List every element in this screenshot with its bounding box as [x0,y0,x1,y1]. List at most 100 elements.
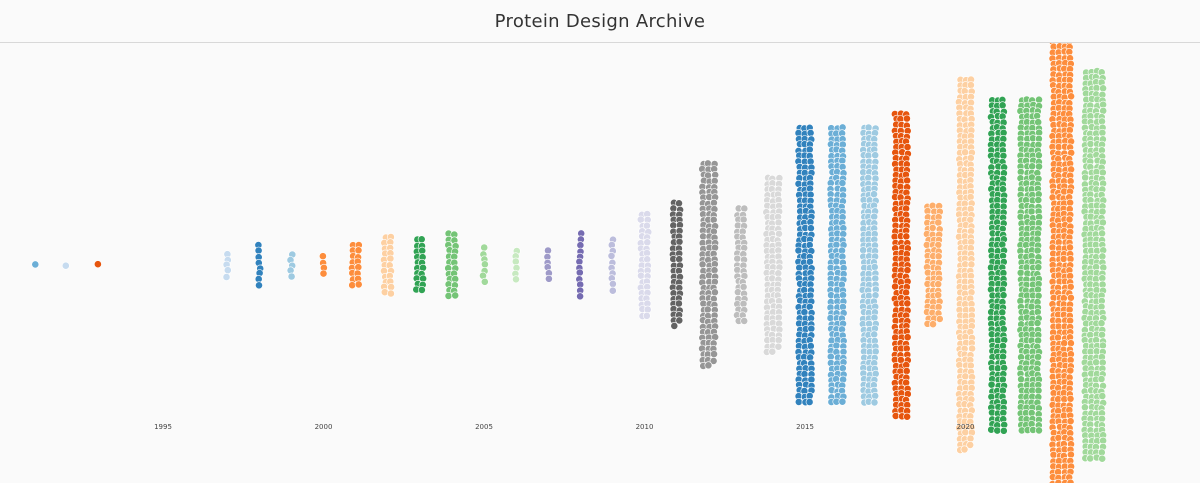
design-dot-2017[interactable] [871,347,880,356]
design-dot-2018[interactable] [902,367,911,375]
design-dot-2023[interactable] [1066,394,1075,403]
design-dot-2022[interactable] [1034,291,1043,300]
design-dot-2013[interactable] [733,265,742,274]
design-dot-2000[interactable] [318,252,327,261]
design-dot-2018[interactable] [903,333,912,342]
design-dot-2016[interactable] [832,240,841,249]
design-dot-2005[interactable] [480,243,489,252]
design-dot-2024[interactable] [1086,454,1095,463]
design-dot-2011[interactable] [675,199,683,208]
design-dot-2002[interactable] [387,283,395,291]
design-dot-2011[interactable] [675,237,684,246]
design-dot-2012[interactable] [703,305,712,314]
design-dot-2010[interactable] [636,215,645,224]
design-dot-2022[interactable] [1033,112,1041,120]
design-dot-2013[interactable] [740,316,749,325]
design-dot-2009[interactable] [608,286,617,295]
design-dot-2016[interactable] [839,291,847,299]
design-dot-2006[interactable] [512,275,520,284]
design-dot-2023[interactable] [1054,433,1063,442]
design-dot-2023[interactable] [1067,293,1075,302]
design-dot-1998[interactable] [255,281,263,290]
design-dot-2022[interactable] [1016,268,1025,277]
design-dot-2024[interactable] [1099,218,1107,227]
design-dot-2018[interactable] [903,114,911,123]
design-dot-2018[interactable] [891,282,899,291]
design-dot-2023[interactable] [1066,198,1074,207]
design-dot-2010[interactable] [643,255,652,264]
design-dot-2022[interactable] [1034,386,1043,395]
design-dot-2016[interactable] [832,341,841,350]
design-dot-2003[interactable] [418,246,427,255]
design-dot-2019[interactable] [934,280,943,289]
design-dot-2015[interactable] [800,370,809,378]
design-dot-2021[interactable] [998,101,1007,110]
design-dot-2008[interactable] [576,241,585,250]
design-dot-2020[interactable] [967,81,975,89]
design-dot-2024[interactable] [1081,403,1089,412]
design-dot-2020[interactable] [968,344,976,353]
design-dot-2024[interactable] [1099,84,1107,93]
design-dot-2019[interactable] [935,314,944,323]
design-dot-2008[interactable] [576,292,584,301]
design-dot-2019[interactable] [934,218,943,227]
design-dot-2022[interactable] [1033,319,1042,327]
design-dot-2013[interactable] [740,204,749,213]
design-dot-2012[interactable] [710,176,719,185]
design-dot-2018[interactable] [903,266,912,275]
design-dot-2024[interactable] [1098,454,1107,463]
design-dot-2003[interactable] [417,285,426,294]
design-dot-2007[interactable] [545,274,553,283]
design-dot-2012[interactable] [704,361,713,370]
design-dot-2005[interactable] [480,260,489,269]
design-dot-2017[interactable] [871,391,880,400]
design-dot-2015[interactable] [805,398,814,406]
design-dot-2022[interactable] [1017,375,1025,384]
design-dot-2002[interactable] [386,254,395,263]
design-dot-2021[interactable] [999,291,1008,300]
design-dot-2022[interactable] [1033,246,1042,255]
design-dot-2006[interactable] [511,257,520,266]
design-dot-2009[interactable] [607,251,616,260]
design-dot-2018[interactable] [902,232,911,241]
design-dot-2018[interactable] [903,176,911,185]
design-dot-1997[interactable] [223,266,232,275]
design-dot-2023[interactable] [1060,339,1069,348]
design-dot-2014[interactable] [775,229,783,238]
design-dot-2020[interactable] [966,440,975,449]
design-dot-2019[interactable] [934,291,943,299]
design-dot-2020[interactable] [967,383,976,392]
design-dot-2011[interactable] [675,255,684,264]
design-dot-2010[interactable] [642,311,651,320]
design-dot-2002[interactable] [386,289,395,298]
design-dot-2023[interactable] [1059,254,1068,263]
design-dot-2011[interactable] [670,321,679,330]
design-dot-2013[interactable] [739,215,748,224]
design-dot-2010[interactable] [643,238,652,247]
design-dot-2001[interactable] [348,281,357,290]
design-dot-2022[interactable] [1028,162,1037,171]
design-dot-2014[interactable] [774,218,783,227]
design-dot-2023[interactable] [1066,366,1075,375]
design-dot-2023[interactable] [1054,333,1062,342]
design-dot-2021[interactable] [998,308,1007,317]
design-dot-2005[interactable] [480,277,489,286]
design-dot-2023[interactable] [1066,243,1074,252]
design-dot-2022[interactable] [1034,118,1043,127]
design-dot-2021[interactable] [993,426,1002,435]
design-dot-2024[interactable] [1098,330,1106,339]
design-dot-2015[interactable] [807,324,816,333]
design-dot-2023[interactable] [1067,92,1075,101]
design-dot-2021[interactable] [999,426,1008,435]
design-dot-2000[interactable] [319,269,328,278]
design-dot-2012[interactable] [710,266,719,275]
design-dot-2017[interactable] [870,263,879,271]
design-dot-2012[interactable] [711,288,719,297]
design-dot-2022[interactable] [1033,308,1042,316]
design-dot-2024[interactable] [1097,375,1106,383]
design-dot-2020[interactable] [960,445,969,454]
design-dot-2001[interactable] [354,280,363,289]
design-dot-2020[interactable] [967,260,976,269]
design-dot-2024[interactable] [1098,128,1107,137]
design-dot-2015[interactable] [806,129,815,137]
